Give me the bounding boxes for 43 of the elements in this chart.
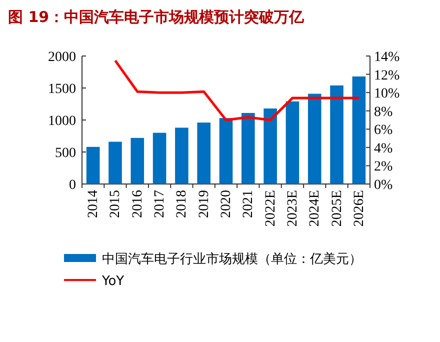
legend-label: 中国汽车电子行业市场规模（单位：亿美元） xyxy=(102,251,362,267)
bar xyxy=(308,94,322,184)
bar xyxy=(330,85,344,184)
x-tick-label: 2019 xyxy=(196,190,212,218)
y2-tick-label: 8% xyxy=(374,104,393,120)
y2-tick-label: 2% xyxy=(374,160,393,175)
x-tick-label: 2026E xyxy=(352,190,367,227)
chart-title: 图 19：中国汽车电子市场规模预计突破万亿 xyxy=(8,8,306,26)
y2-tick-label: 12% xyxy=(374,68,400,84)
y2-tick-label: 10% xyxy=(374,86,400,102)
y-tick-label: 1000 xyxy=(48,114,76,129)
y-tick-label: 1500 xyxy=(48,82,76,97)
x-tick-label: 2014 xyxy=(86,190,102,218)
x-tick-label: 2020 xyxy=(219,190,234,218)
x-tick-label: 2024E xyxy=(308,190,323,227)
bar xyxy=(264,108,277,184)
x-tick-label: 2016 xyxy=(130,190,146,218)
y-tick-label: 0 xyxy=(69,178,76,193)
y2-tick-label: 6% xyxy=(374,123,393,138)
legend-label: YoY xyxy=(101,274,124,289)
line-series xyxy=(114,59,360,122)
bar xyxy=(242,112,255,184)
bar xyxy=(286,101,300,184)
y-tick-label: 500 xyxy=(55,146,76,161)
x-tick-label: 2021 xyxy=(241,190,256,218)
x-tick-label: 2025E xyxy=(330,190,345,227)
x-tick-label: 2018 xyxy=(174,190,190,218)
bar xyxy=(352,76,366,184)
y2-tick-label: 14% xyxy=(374,50,400,65)
bar xyxy=(108,142,122,184)
y2-tick-label: 4% xyxy=(374,141,393,156)
bar xyxy=(197,122,210,184)
bar xyxy=(175,128,188,184)
x-tick-label: 2022E xyxy=(263,190,278,227)
y-tick-label: 2000 xyxy=(48,50,76,65)
bar xyxy=(152,132,166,184)
bar xyxy=(219,118,233,184)
bar xyxy=(86,146,100,184)
x-tick-label: 2017 xyxy=(152,190,168,218)
x-tick-label: 2023E xyxy=(285,190,300,227)
bar xyxy=(130,138,144,184)
x-tick-label: 2015 xyxy=(108,190,124,218)
y2-tick-label: 0% xyxy=(374,178,393,193)
